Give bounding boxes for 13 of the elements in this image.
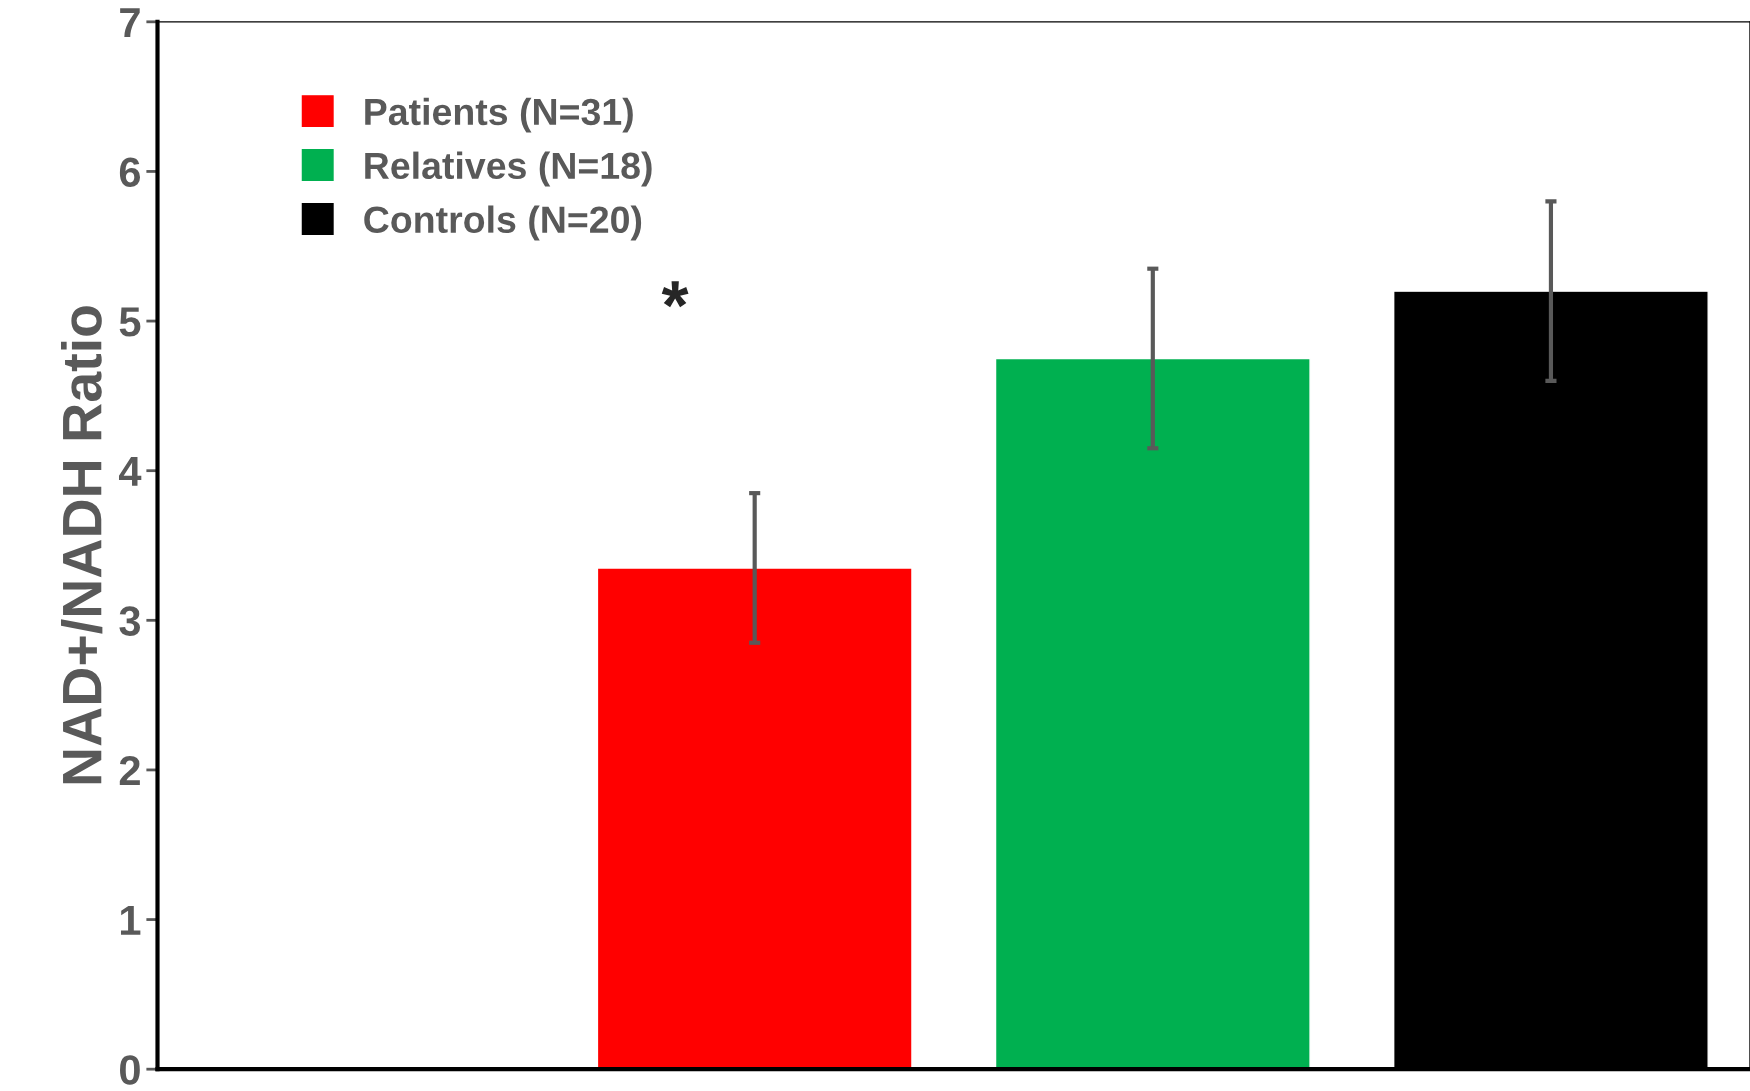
annotation: * bbox=[661, 281, 689, 308]
legend-label: Controls (N=20) bbox=[364, 205, 642, 241]
y-tick-label: 2 bbox=[119, 755, 140, 786]
y-tick-label: 5 bbox=[119, 307, 141, 337]
legend-label: Relatives (N=18) bbox=[365, 151, 652, 187]
y-tick-label: 7 bbox=[120, 8, 140, 37]
y-tick-label: 1 bbox=[120, 905, 141, 935]
y-tick-label: 4 bbox=[118, 457, 142, 486]
legend-label: Patients (N=31) bbox=[365, 97, 633, 133]
y-tick-label: 0 bbox=[120, 1055, 140, 1085]
y-tick-label: 6 bbox=[119, 157, 141, 187]
y-axis-title: NAD+/NADH Ratio bbox=[61, 306, 103, 784]
y-tick-label: 3 bbox=[119, 606, 141, 636]
